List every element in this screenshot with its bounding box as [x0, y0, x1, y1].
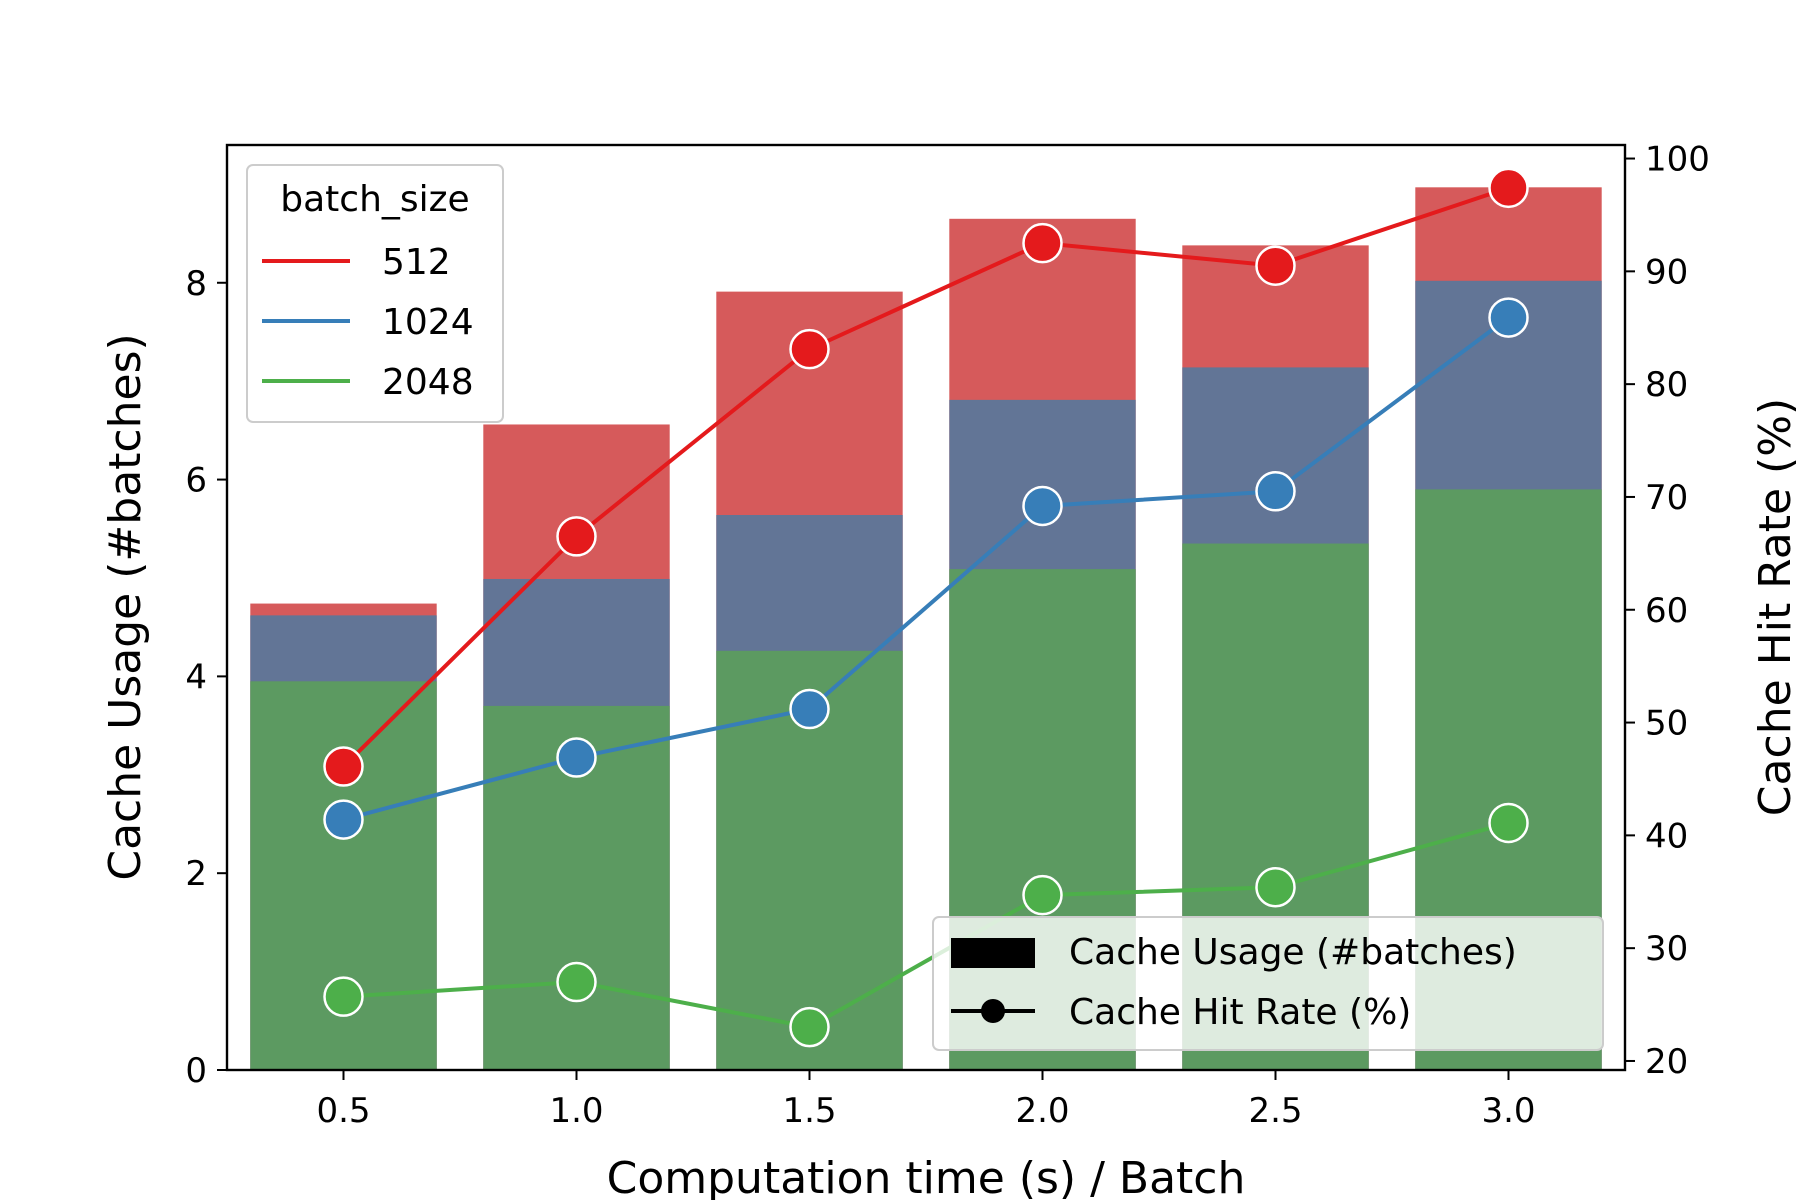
hue-legend: batch_size 512 1024 2048	[246, 164, 504, 423]
x-tick-label: 1.5	[782, 1091, 836, 1131]
bar-swatch	[951, 938, 1035, 968]
point-512-2.5	[1255, 245, 1296, 286]
style-legend: Cache Usage (#batches) Cache Hit Rate (%…	[932, 916, 1604, 1051]
hue-legend-label-1024: 1024	[382, 302, 474, 343]
style-legend-label-hit-rate: Cache Hit Rate (%)	[1069, 992, 1411, 1033]
point-1024-1.5	[789, 688, 830, 730]
hue-legend-label-512: 512	[382, 242, 451, 283]
right-y-tick-label: 90	[1645, 252, 1688, 292]
left-y-tick-label: 2	[185, 854, 207, 894]
x-axis: 0.5 1.0 1.5 2.0 2.5 3.0	[316, 1070, 1536, 1131]
right-y-tick-label: 30	[1645, 929, 1688, 969]
left-y-tick-label: 0	[185, 1051, 207, 1091]
lines-layer	[323, 167, 1529, 1048]
right-y-tick-label: 40	[1645, 816, 1688, 856]
point-1024-1.0	[556, 737, 597, 778]
point-512-3.0	[1488, 167, 1529, 209]
point-512-0.5	[323, 746, 364, 787]
left-y-tick-label: 4	[185, 657, 207, 697]
point-2048-3.0	[1488, 802, 1529, 844]
x-tick-label: 0.5	[316, 1091, 370, 1131]
point-1024-2.5	[1255, 471, 1296, 512]
x-tick-label: 2.5	[1248, 1091, 1302, 1131]
hue-legend-label-2048: 2048	[382, 362, 474, 403]
x-tick-label: 2.0	[1015, 1091, 1069, 1131]
point-512-1.0	[556, 516, 597, 557]
right-y-axis-title: Cache Hit Rate (%)	[1750, 398, 1800, 816]
left-y-tick-label: 8	[185, 264, 207, 304]
point-512-1.5	[789, 328, 830, 370]
hue-legend-title: batch_size	[280, 179, 469, 220]
left-y-axis-title: Cache Usage (#batches)	[100, 333, 151, 880]
point-1024-3.0	[1488, 297, 1529, 338]
right-y-tick-label: 60	[1645, 591, 1688, 631]
point-2048-0.5	[323, 976, 364, 1017]
line-2048	[343, 821, 1510, 1030]
hue-legend-frame	[246, 164, 504, 423]
style-legend-label-usage: Cache Usage (#batches)	[1069, 932, 1517, 973]
hue-legend-entries: 512 1024 2048	[262, 242, 474, 403]
point-1024-2.0	[1022, 485, 1063, 527]
point-512-2.0	[1022, 222, 1063, 264]
line-1024	[342, 315, 1510, 822]
x-axis-title: Computation time (s) / Batch	[607, 1153, 1246, 1200]
plot-frame	[225, 143, 1627, 1072]
x-tick-label: 1.0	[549, 1091, 603, 1131]
point-2048-1.5	[789, 1006, 830, 1048]
point-2048-2.0	[1022, 874, 1063, 916]
right-y-tick-label: 50	[1645, 704, 1688, 744]
right-y-tick-label: 100	[1645, 140, 1710, 180]
left-y-axis: 0 2 4 6 8	[185, 264, 227, 1091]
marker-swatch	[981, 999, 1005, 1023]
right-y-tick-label: 70	[1645, 478, 1688, 518]
style-legend-frame	[932, 916, 1604, 1051]
x-tick-label: 3.0	[1481, 1091, 1535, 1131]
right-y-axis: 20 30 40 50 60 70 80 90 100	[1625, 140, 1710, 1082]
point-1024-0.5	[323, 799, 364, 840]
point-2048-1.0	[556, 961, 597, 1003]
line-512	[342, 185, 1510, 768]
point-2048-2.5	[1255, 867, 1296, 908]
right-y-tick-label: 20	[1645, 1042, 1688, 1082]
left-y-tick-label: 6	[185, 461, 207, 501]
right-y-tick-label: 80	[1645, 365, 1688, 405]
